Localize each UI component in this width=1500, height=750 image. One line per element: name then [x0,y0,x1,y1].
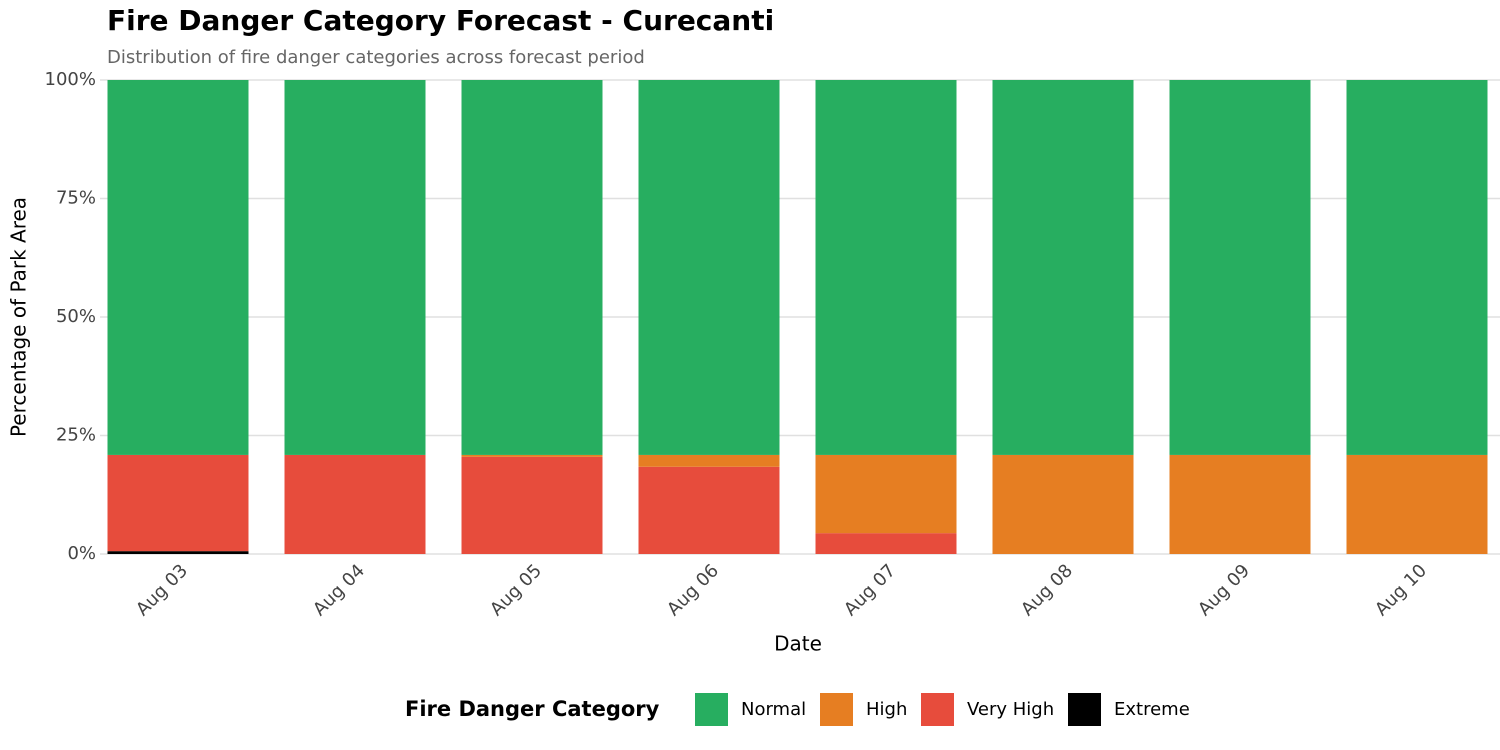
bar-segment [815,533,957,554]
bar-segment [461,80,603,455]
chart-title: Fire Danger Category Forecast - Curecant… [107,4,774,37]
legend-label: Extreme [1114,699,1190,720]
bar-segment [638,466,780,554]
legend-label: High [866,699,907,720]
bar-segment [107,80,249,455]
x-tick-label: Aug 04 [309,560,369,620]
bar-segment [1169,454,1311,554]
y-tick-label: 25% [56,425,96,446]
bar-segment [638,454,780,467]
bar-segment [284,80,426,455]
y-tick-label: 75% [56,188,96,209]
x-axis-title: Date [774,632,822,656]
y-tick-label: 50% [56,306,96,327]
x-tick-label: Aug 07 [840,560,900,620]
bar-segment [1169,80,1311,455]
y-tick-label: 0% [67,543,96,564]
x-tick-label: Aug 10 [1371,560,1431,620]
bar-segment [461,456,603,554]
x-tick-label: Aug 08 [1017,560,1077,620]
x-tick-label: Aug 09 [1194,560,1254,620]
bar-segment [992,454,1134,554]
y-tick-label: 100% [45,69,96,90]
y-axis-title: Percentage of Park Area [7,197,31,437]
bar-segment [815,80,957,455]
x-tick-label: Aug 06 [663,560,723,620]
bar-segment [1346,454,1488,554]
legend-title: Fire Danger Category [405,697,660,721]
bar-segment [461,454,603,457]
x-tick-label: Aug 05 [486,560,546,620]
legend-label: Very High [967,699,1054,720]
bar-segment [107,551,249,554]
legend-key [1068,693,1101,726]
bar-segment [815,454,957,534]
legend-key [921,693,954,726]
bar-segment [1346,80,1488,455]
bar-segment [107,454,249,552]
bar-segment [284,454,426,554]
legend-key [695,693,728,726]
bar-segment [992,80,1134,455]
legend-label: Normal [741,699,806,720]
bar-segment [638,80,780,455]
x-tick-label: Aug 03 [132,560,192,620]
chart-subtitle: Distribution of fire danger categories a… [107,47,645,68]
legend-key [820,693,853,726]
